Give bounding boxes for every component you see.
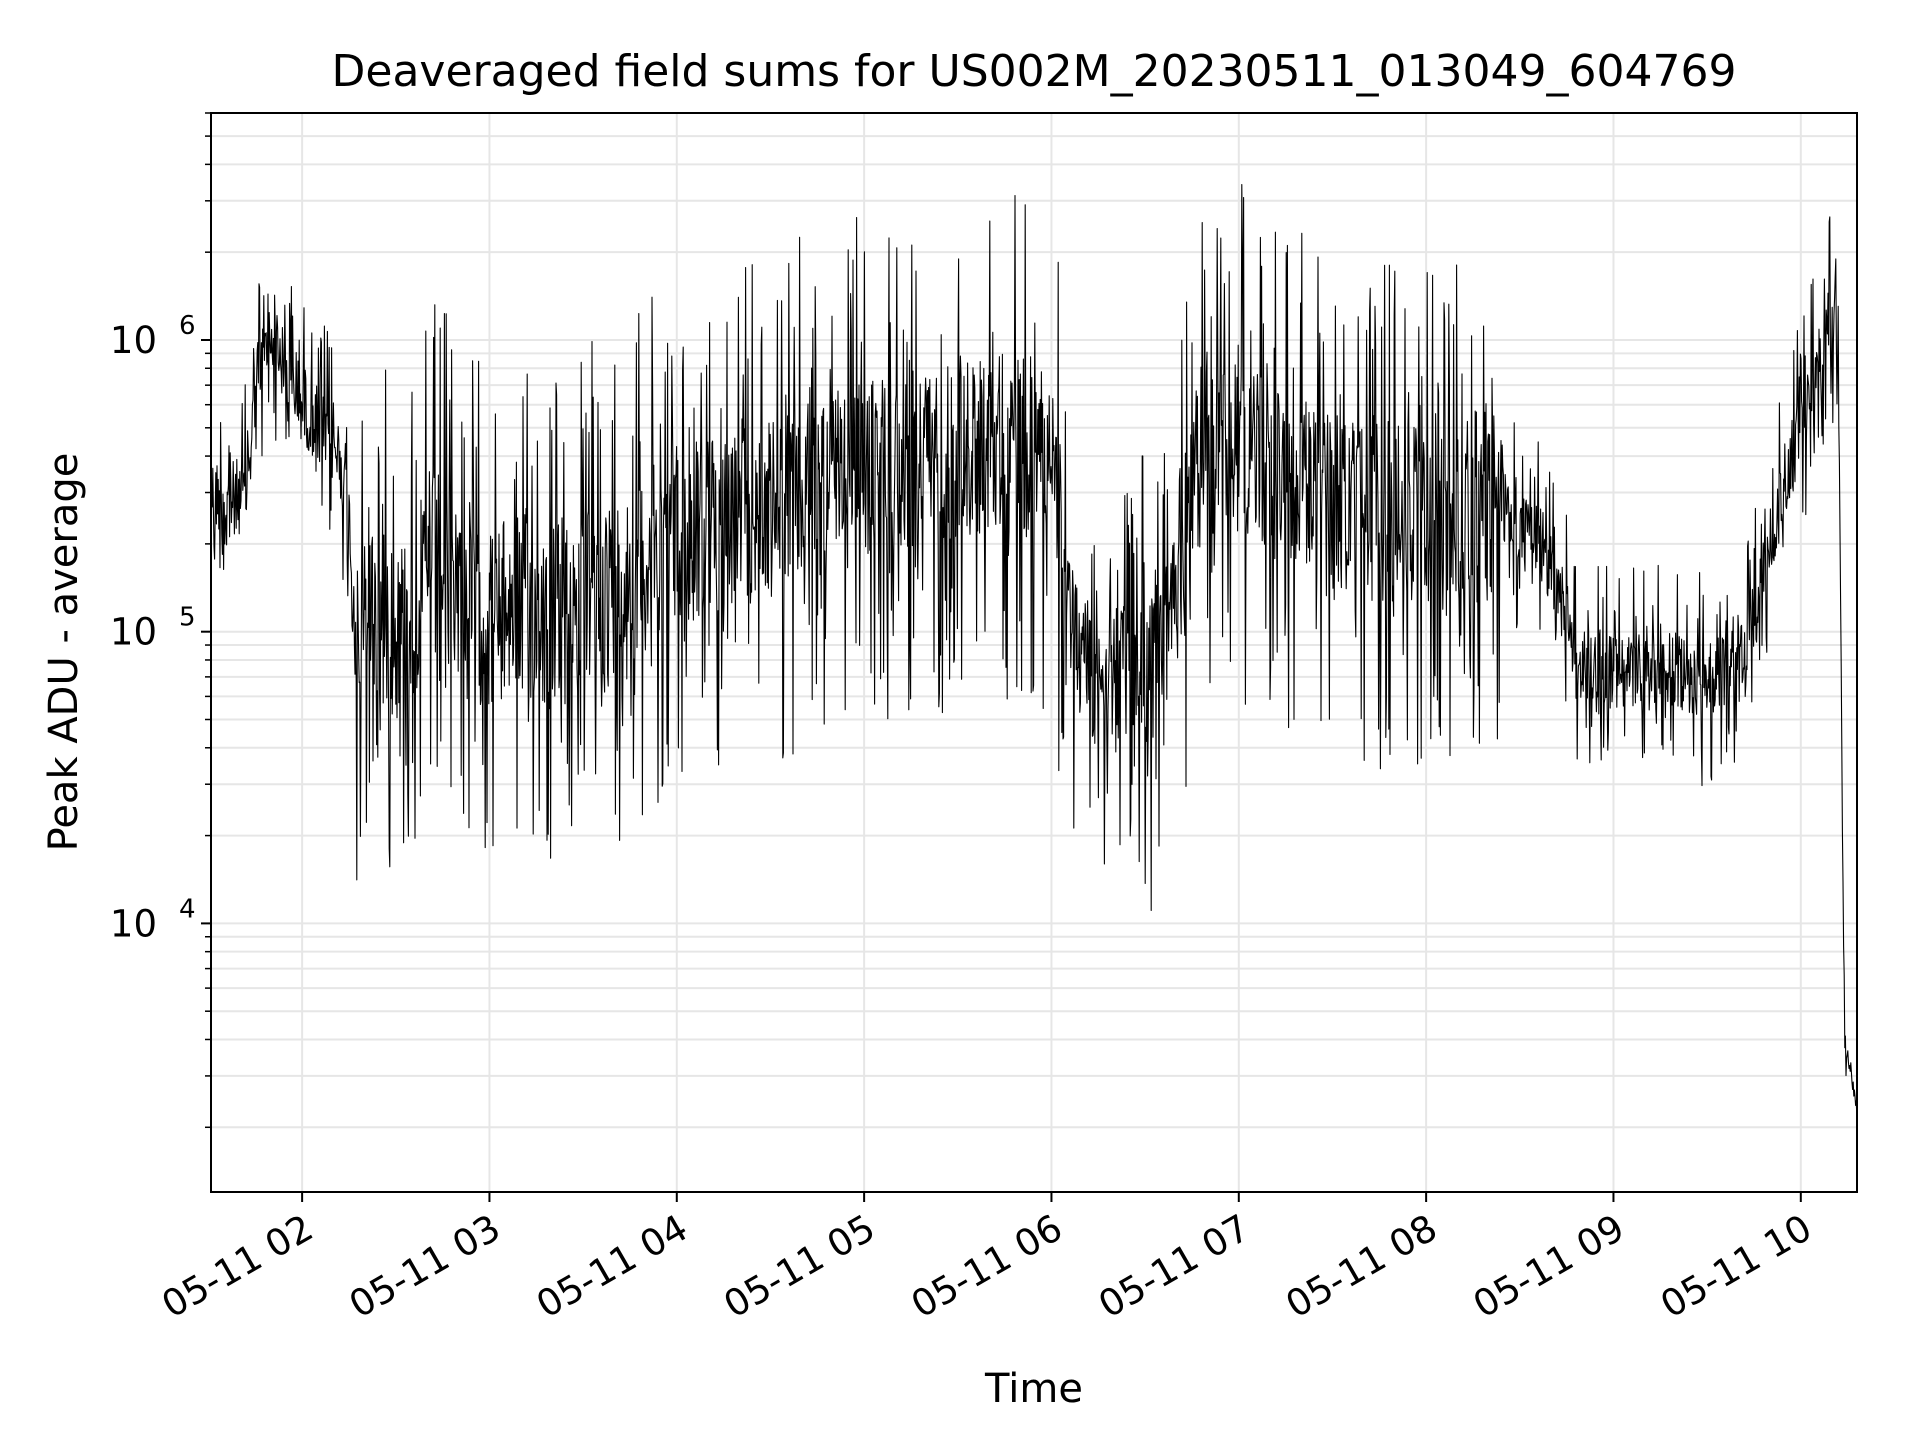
y-tick-label: 10	[110, 611, 157, 654]
chart-title: Deaveraged field sums for US002M_2023051…	[332, 46, 1737, 97]
series-layer	[210, 184, 1858, 1115]
y-tick-label: 10	[110, 902, 157, 945]
y-axis-label: Peak ADU - average	[41, 453, 87, 852]
plot-frame	[210, 112, 1858, 1193]
series-line-0	[210, 184, 1858, 1115]
y-tick-exponent: 4	[179, 894, 196, 924]
x-axis-label: Time	[984, 1366, 1083, 1412]
y-tick-exponent: 5	[179, 603, 196, 633]
y-tick-exponent: 6	[179, 311, 196, 341]
y-tick-label: 10	[110, 319, 157, 362]
